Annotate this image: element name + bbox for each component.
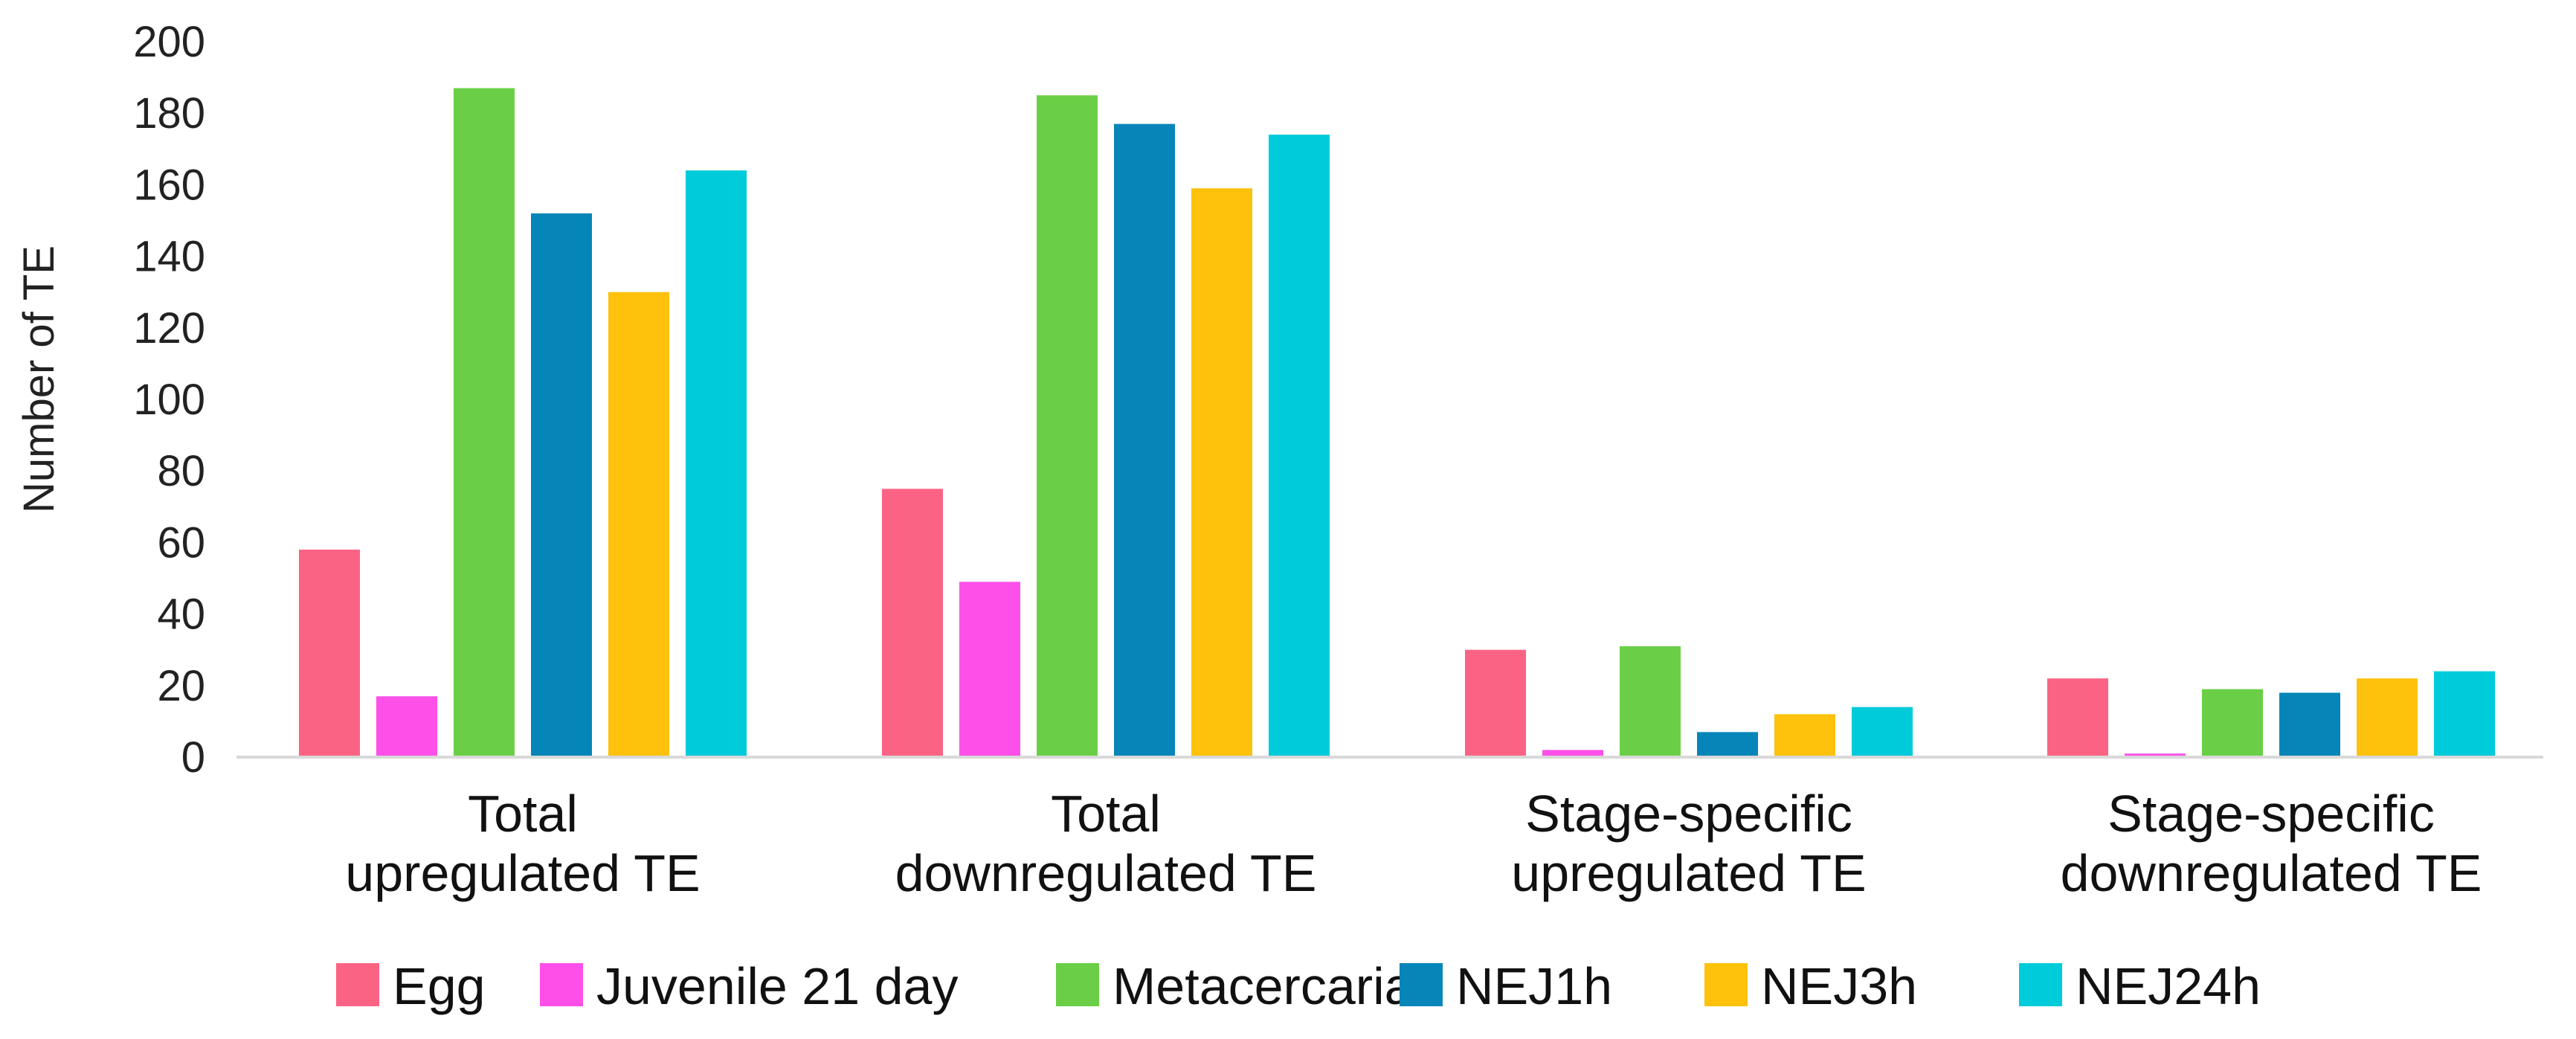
bar: [2125, 753, 2186, 757]
x-category-label: Stage-specific: [2108, 785, 2435, 843]
legend-label: NEJ1h: [1456, 957, 1612, 1015]
bar: [1542, 750, 1603, 757]
bar: [531, 213, 592, 757]
legend: Egg Juvenile 21 day Metacercaria NEJ1h NEJ3h…: [336, 957, 2261, 1015]
bar: [1465, 649, 1526, 757]
bar: [1774, 714, 1835, 757]
legend-label: NEJ24h: [2076, 957, 2261, 1015]
bar: [2047, 678, 2108, 757]
bar: [1269, 135, 1330, 757]
bar: [2202, 689, 2263, 757]
legend-label: Metacercaria: [1112, 957, 1414, 1015]
bar: [2434, 671, 2495, 757]
legend-swatch: [2019, 963, 2062, 1006]
bar: [1114, 123, 1175, 757]
legend-swatch: [1704, 963, 1748, 1006]
x-category-label: Stage-specific: [1525, 785, 1852, 843]
legend-label: Egg: [393, 957, 486, 1015]
y-tick-label: 120: [133, 304, 205, 353]
bar: [1620, 646, 1681, 757]
legend-label: Juvenile 21 day: [596, 957, 958, 1015]
legend-swatch: [1400, 963, 1443, 1006]
legend-label: NEJ3h: [1761, 957, 1917, 1015]
y-axis-label: Number of TE: [15, 245, 63, 513]
y-tick-label: 0: [181, 733, 205, 782]
y-tick-label: 40: [157, 591, 205, 639]
y-axis-ticks: 0 20 40 60 80 100 120 140 160 180 200: [133, 18, 205, 782]
bar: [299, 550, 360, 757]
y-tick-label: 180: [133, 89, 205, 138]
x-category-label: downregulated TE: [895, 844, 1317, 902]
y-tick-label: 200: [133, 18, 205, 66]
x-category-label: upregulated TE: [345, 844, 700, 902]
y-tick-label: 60: [157, 518, 205, 567]
legend-swatch: [1056, 963, 1099, 1006]
bar: [1697, 732, 1758, 757]
bar: [454, 88, 515, 757]
y-tick-label: 20: [157, 662, 205, 710]
x-category-label: Total: [468, 785, 578, 843]
x-category-label: downregulated TE: [2061, 844, 2482, 902]
bar: [2279, 692, 2340, 757]
bars: [299, 88, 2495, 757]
x-category-label: Total: [1051, 785, 1161, 843]
bar: [882, 489, 943, 757]
legend-swatch: [336, 963, 379, 1006]
bar: [376, 696, 437, 757]
legend-swatch: [540, 963, 583, 1006]
y-tick-label: 100: [133, 376, 205, 424]
bar: [686, 170, 747, 757]
bar: [959, 582, 1020, 757]
y-tick-label: 80: [157, 447, 205, 495]
bar: [608, 292, 669, 757]
bar: [1037, 95, 1098, 757]
bar: [1852, 707, 1913, 757]
y-tick-label: 140: [133, 233, 205, 281]
bar: [2357, 678, 2418, 757]
bar: [1191, 188, 1252, 757]
x-category-label: upregulated TE: [1511, 844, 1866, 902]
y-tick-label: 160: [133, 161, 205, 209]
